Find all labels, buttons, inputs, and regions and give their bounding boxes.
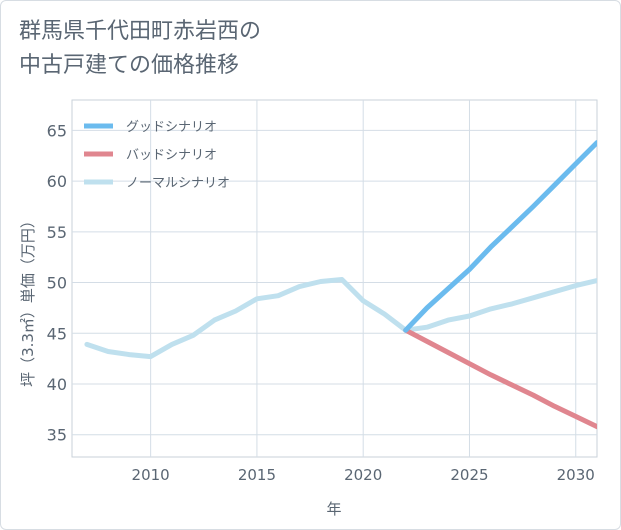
legend-label-good: グッドシナリオ bbox=[126, 120, 217, 135]
y-tick-40: 40 bbox=[47, 375, 67, 394]
y-tick-55: 55 bbox=[47, 223, 67, 242]
x-tick-2015: 2015 bbox=[238, 466, 276, 484]
title-line-2: 中古戸建ての価格推移 bbox=[19, 53, 240, 78]
y-tick-labels: 35 40 45 50 55 60 65 bbox=[47, 121, 67, 444]
x-tick-2020: 2020 bbox=[344, 466, 382, 484]
y-tick-50: 50 bbox=[47, 274, 67, 293]
y-tick-65: 65 bbox=[47, 121, 67, 140]
y-tick-35: 35 bbox=[47, 426, 67, 445]
legend-label-normal: ノーマルシナリオ bbox=[126, 176, 230, 191]
series-lines bbox=[84, 140, 597, 430]
x-tick-2030: 2030 bbox=[557, 466, 595, 484]
x-tick-labels: 2010 2015 2020 2025 2030 bbox=[132, 466, 595, 484]
x-tick-2025: 2025 bbox=[450, 466, 488, 484]
y-axis-label: 坪（3.3㎡）単価（万円） bbox=[19, 213, 37, 387]
x-axis-label: 年 bbox=[326, 500, 341, 518]
y-tick-60: 60 bbox=[47, 172, 67, 191]
page-title: 群馬県千代田町赤岩西の 中古戸建ての価格推移 bbox=[19, 15, 261, 83]
x-tick-2010: 2010 bbox=[132, 466, 170, 484]
legend-label-bad: バッドシナリオ bbox=[126, 148, 217, 163]
y-tick-45: 45 bbox=[47, 324, 67, 343]
series-line-good bbox=[403, 140, 597, 333]
series-line-bad bbox=[403, 327, 597, 430]
series-line-normal bbox=[84, 277, 597, 360]
title-line-1: 群馬県千代田町赤岩西の bbox=[19, 19, 262, 44]
